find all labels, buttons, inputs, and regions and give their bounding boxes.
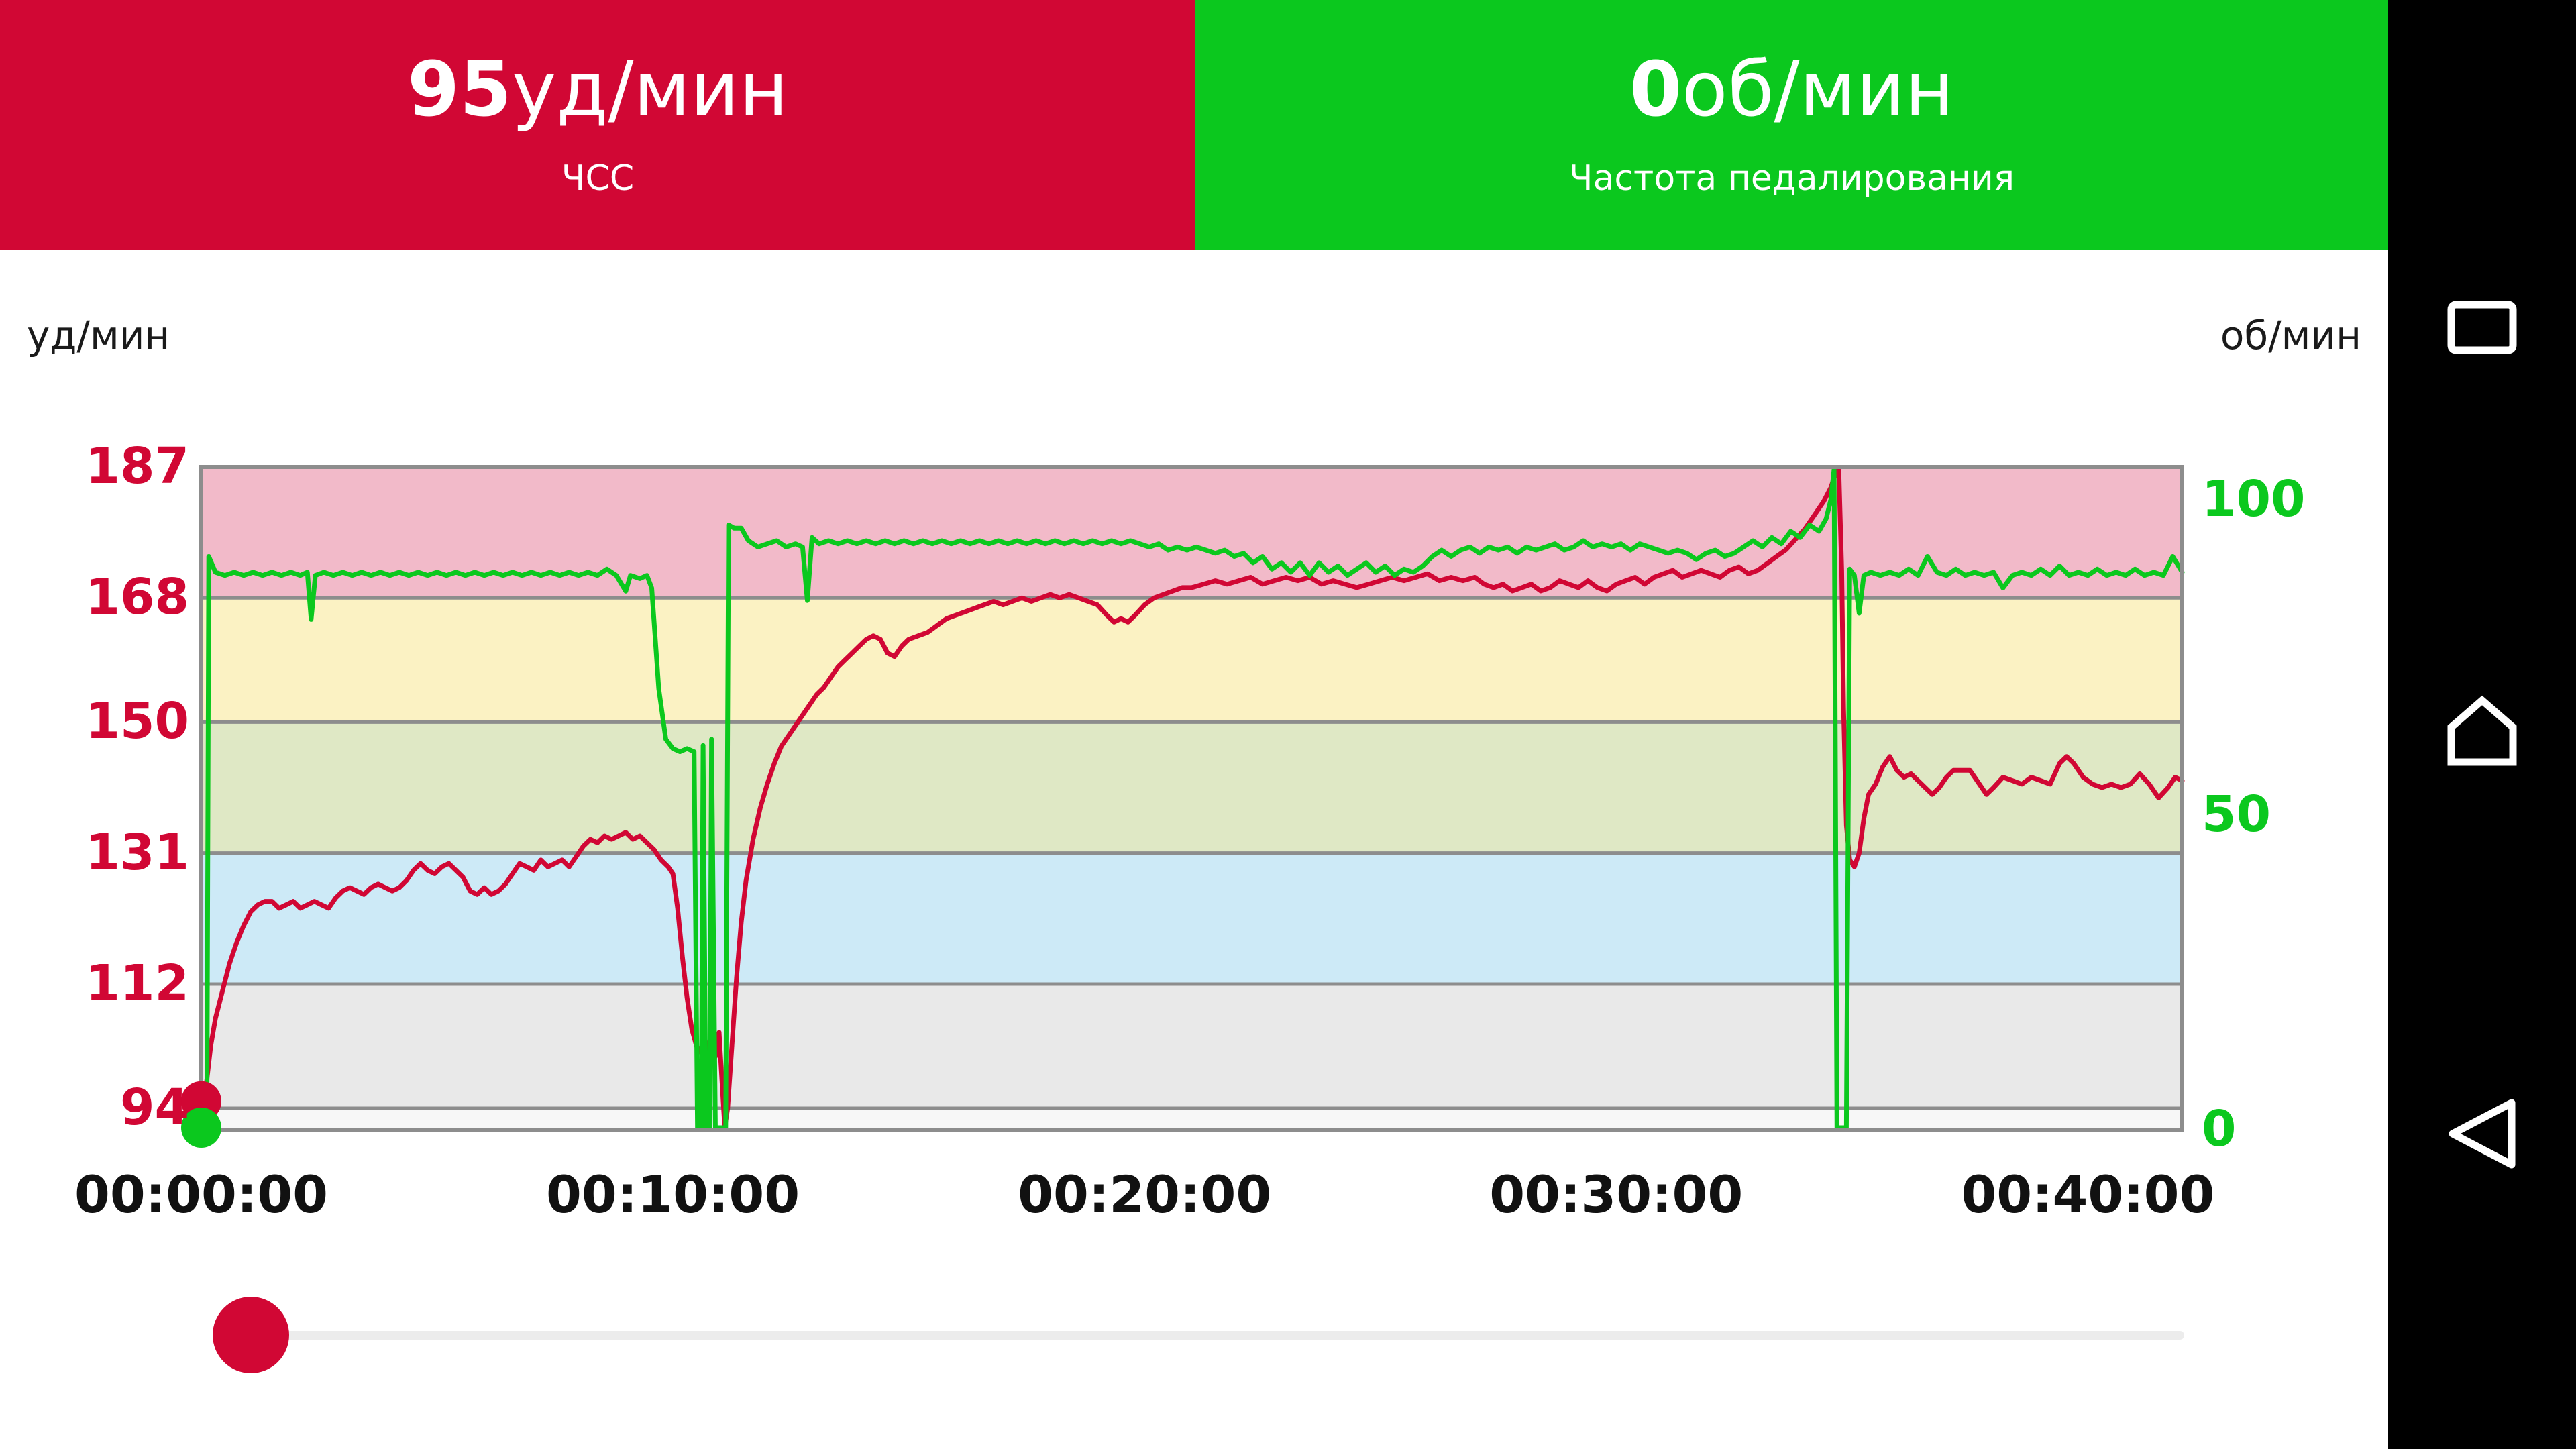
x-axis-tick: 00:30:00 bbox=[1489, 1165, 1743, 1224]
x-axis-tick: 00:10:00 bbox=[546, 1165, 800, 1224]
recents-square-icon bbox=[2447, 301, 2517, 354]
left-axis-tick: 168 bbox=[85, 568, 189, 627]
left-axis-tick: 131 bbox=[85, 823, 189, 881]
left-axis-title: уд/мин bbox=[27, 313, 170, 358]
left-axis-tick: 94 bbox=[120, 1079, 189, 1136]
cadence-card[interactable]: 0об/мин Частота педалирования bbox=[1195, 0, 2388, 250]
heart-rate-value: 95 bbox=[407, 46, 512, 134]
back-triangle-icon bbox=[2449, 1099, 2516, 1169]
android-navbar bbox=[2388, 0, 2576, 1449]
zone-band bbox=[201, 983, 2182, 1108]
home-icon bbox=[2447, 695, 2517, 766]
metrics-header: 95уд/мин ЧСС 0об/мин Частота педалирован… bbox=[0, 0, 2388, 250]
zone-band bbox=[201, 598, 2182, 722]
cadence-marker-dot bbox=[181, 1108, 221, 1148]
slider-thumb[interactable] bbox=[213, 1297, 289, 1373]
cadence-unit: об/мин bbox=[1682, 46, 1954, 134]
x-axis-tick: 00:20:00 bbox=[1018, 1165, 1272, 1224]
home-button[interactable] bbox=[2442, 690, 2522, 770]
zone-band bbox=[201, 467, 2182, 598]
left-axis-tick: 187 bbox=[85, 437, 189, 495]
left-axis-tick: 112 bbox=[85, 954, 189, 1012]
left-axis-tick: 150 bbox=[85, 692, 189, 751]
right-axis-tick: 100 bbox=[2202, 470, 2306, 528]
cadence-label: Частота педалирования bbox=[1568, 158, 2015, 199]
heart-rate-value-line: 95уд/мин bbox=[407, 50, 788, 130]
x-axis-tick: 00:40:00 bbox=[1961, 1165, 2215, 1224]
right-axis-tick: 0 bbox=[2202, 1100, 2237, 1158]
heart-rate-line bbox=[199, 466, 2185, 1130]
slider-track[interactable] bbox=[251, 1331, 2184, 1340]
zone-band bbox=[201, 1108, 2182, 1130]
right-axis-title: об/мин bbox=[2220, 313, 2361, 358]
chart-plot-area[interactable] bbox=[0, 0, 2388, 1449]
zone-band bbox=[201, 853, 2182, 984]
heart-rate-card[interactable]: 95уд/мин ЧСС bbox=[0, 0, 1195, 250]
zone-band bbox=[201, 722, 2182, 853]
heart-rate-unit: уд/мин bbox=[511, 46, 788, 134]
cadence-value-line: 0об/мин bbox=[1629, 50, 1954, 130]
cadence-value: 0 bbox=[1629, 46, 1682, 134]
plot-border bbox=[199, 465, 2184, 1132]
right-axis-tick: 50 bbox=[2202, 785, 2271, 843]
recents-button[interactable] bbox=[2442, 287, 2522, 368]
back-button[interactable] bbox=[2442, 1093, 2522, 1174]
x-axis-tick: 00:00:00 bbox=[74, 1165, 329, 1224]
heart-rate-label: ЧСС bbox=[561, 158, 635, 199]
